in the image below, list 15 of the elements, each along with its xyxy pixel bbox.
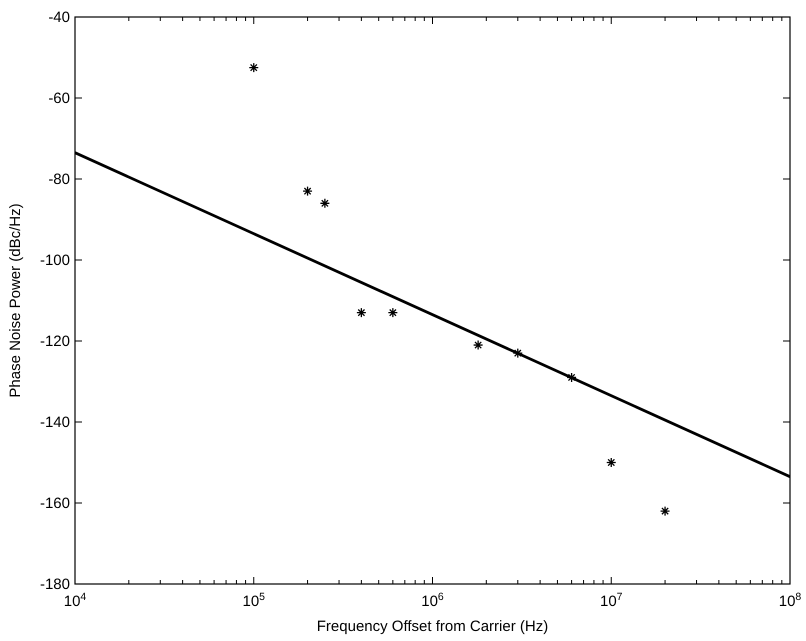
x-tick-label: 10$^{6}$	[421, 591, 444, 610]
y-tick-label: -120	[40, 333, 70, 350]
y-axis-title: Phase Noise Power (dBc/Hz)	[7, 203, 24, 398]
x-tick-label: 10$^{7}$	[600, 591, 623, 610]
y-tick-label: -140	[40, 414, 70, 431]
x-tick-label: 10$^{5}$	[242, 591, 266, 610]
x-tick-label: 10$^{4}$	[64, 591, 86, 610]
y-tick-label: -80	[48, 171, 70, 188]
x-tick-label: 10$^{8}$	[778, 591, 802, 610]
y-tick-label: -160	[40, 495, 70, 512]
x-axis-title: Frequency Offset from Carrier (Hz)	[316, 618, 548, 635]
y-tick-label: -180	[40, 576, 70, 593]
y-tick-label: -40	[48, 9, 70, 26]
y-tick-label: -100	[40, 252, 70, 269]
y-tick-label: -60	[48, 90, 70, 107]
